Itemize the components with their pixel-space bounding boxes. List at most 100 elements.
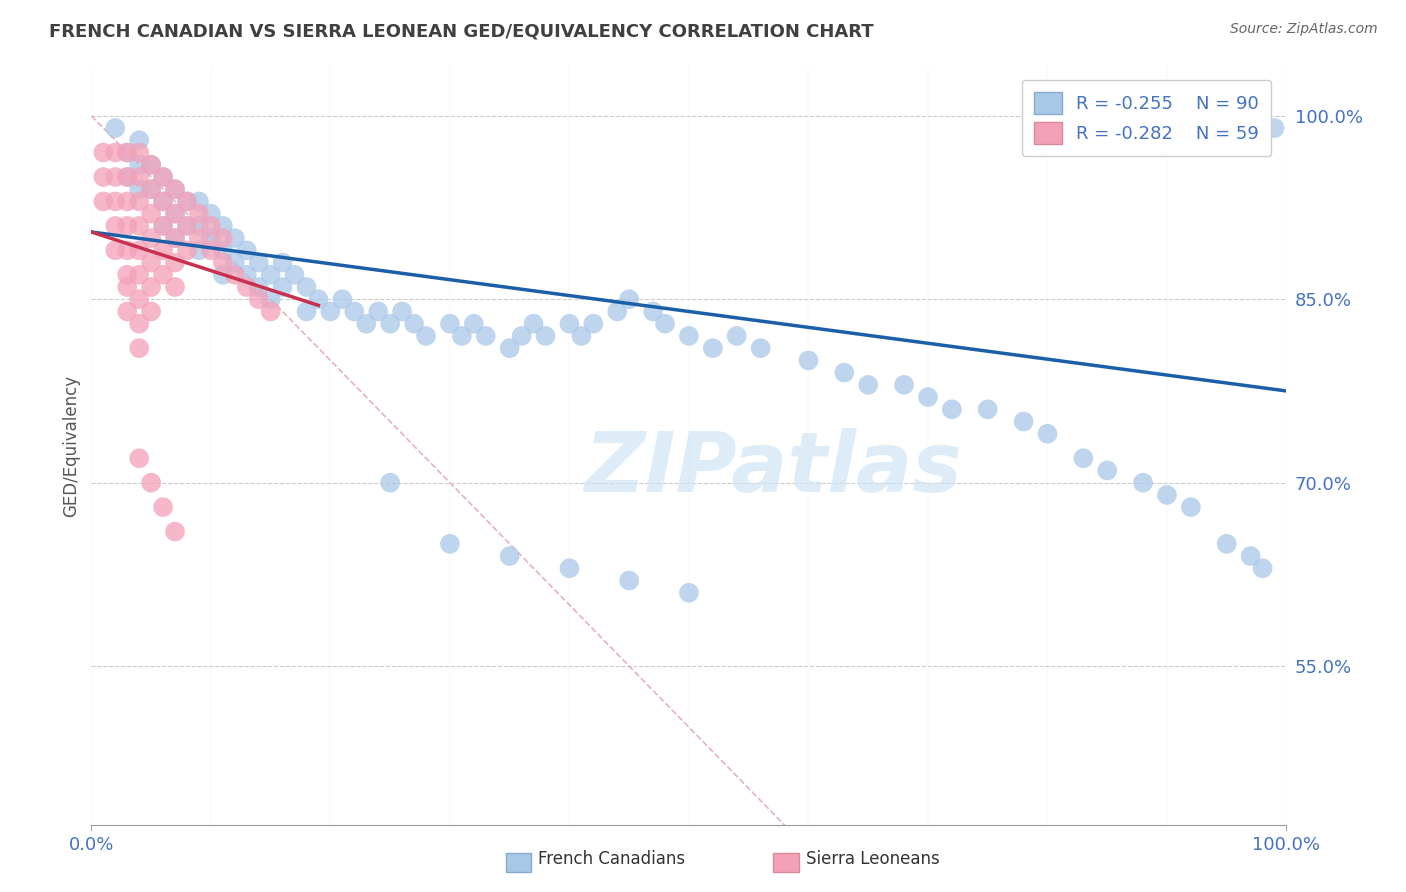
Point: [284, 268, 307, 282]
Point: [104, 121, 127, 136]
Point: [163, 182, 186, 196]
Point: [141, 158, 162, 172]
Point: [619, 574, 641, 588]
Point: [128, 341, 150, 355]
Point: [1097, 463, 1119, 477]
Point: [187, 244, 211, 258]
Point: [224, 231, 246, 245]
Text: French Canadians: French Canadians: [538, 850, 686, 868]
Point: [141, 304, 162, 318]
Point: [115, 145, 138, 160]
Point: [319, 304, 342, 318]
Point: [235, 244, 259, 258]
Point: [558, 317, 581, 331]
Point: [378, 317, 402, 331]
Point: [176, 194, 198, 209]
Point: [678, 329, 700, 343]
Point: [152, 500, 174, 515]
Point: [211, 255, 233, 269]
Point: [271, 255, 294, 269]
Point: [450, 329, 472, 343]
Point: [1132, 475, 1154, 490]
Point: [163, 231, 186, 245]
Point: [163, 255, 186, 269]
Point: [307, 292, 329, 306]
Text: ZIPatlas: ZIPatlas: [583, 428, 962, 509]
Point: [93, 194, 114, 209]
Legend: R = -0.255    N = 90, R = -0.282    N = 59: R = -0.255 N = 90, R = -0.282 N = 59: [1022, 79, 1271, 156]
Point: [104, 169, 127, 184]
Point: [474, 329, 498, 343]
Bar: [773, 853, 799, 872]
Point: [1156, 488, 1178, 502]
Point: [115, 268, 138, 282]
Point: [463, 317, 485, 331]
Point: [141, 475, 162, 490]
Point: [1180, 500, 1202, 515]
Point: [115, 145, 138, 160]
Point: [141, 158, 162, 172]
Point: [115, 169, 138, 184]
Point: [1240, 549, 1263, 563]
Point: [917, 390, 939, 404]
Point: [200, 244, 222, 258]
Point: [152, 219, 174, 233]
Point: [378, 475, 402, 490]
Point: [152, 169, 174, 184]
Point: [1215, 537, 1237, 551]
Point: [534, 329, 557, 343]
Point: [128, 158, 150, 172]
Point: [439, 537, 461, 551]
Point: [200, 219, 222, 233]
Point: [128, 244, 150, 258]
Point: [200, 207, 222, 221]
Point: [163, 524, 186, 539]
Point: [295, 304, 318, 318]
Point: [104, 244, 127, 258]
Point: [128, 145, 150, 160]
Point: [235, 268, 259, 282]
Point: [641, 304, 664, 318]
Point: [104, 219, 127, 233]
Point: [749, 341, 772, 355]
Point: [976, 402, 998, 417]
Point: [211, 268, 233, 282]
Point: [152, 194, 174, 209]
Point: [619, 292, 641, 306]
Y-axis label: GED/Equivalency: GED/Equivalency: [62, 375, 80, 517]
Point: [187, 231, 211, 245]
Point: [141, 280, 162, 294]
Point: [654, 317, 676, 331]
Text: Source: ZipAtlas.com: Source: ZipAtlas.com: [1230, 22, 1378, 37]
Point: [235, 280, 259, 294]
Point: [187, 194, 211, 209]
Point: [893, 377, 915, 392]
Point: [115, 194, 138, 209]
Point: [141, 207, 162, 221]
Point: [152, 219, 174, 233]
Point: [128, 169, 150, 184]
Point: [259, 268, 281, 282]
Point: [115, 304, 138, 318]
Point: [128, 292, 150, 306]
Point: [115, 244, 138, 258]
Point: [141, 182, 162, 196]
Point: [176, 219, 198, 233]
Point: [247, 255, 270, 269]
Point: [104, 194, 127, 209]
Point: [367, 304, 389, 318]
Point: [176, 194, 198, 209]
Point: [163, 207, 186, 221]
Point: [259, 304, 281, 318]
Point: [259, 292, 281, 306]
Point: [141, 182, 162, 196]
Point: [211, 231, 233, 245]
Point: [832, 366, 855, 380]
Point: [141, 255, 162, 269]
Point: [128, 317, 150, 331]
Point: [941, 402, 963, 417]
Point: [163, 207, 186, 221]
Point: [1012, 415, 1035, 429]
Point: [498, 549, 520, 563]
Point: [200, 231, 222, 245]
